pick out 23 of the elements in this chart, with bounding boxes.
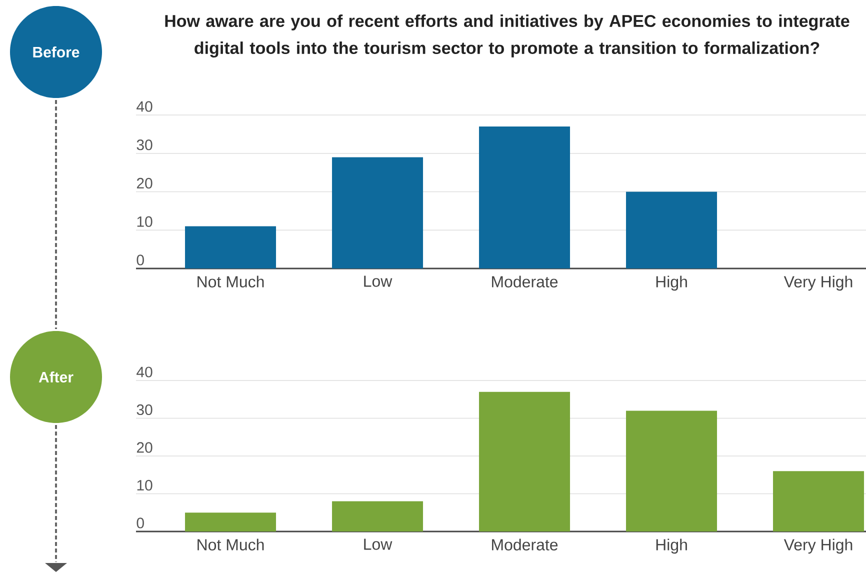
y-tick-label: 0 xyxy=(136,254,144,266)
text: Before xyxy=(33,46,80,58)
x-tick-label: Low xyxy=(364,538,392,550)
x-tick-label: Not Much xyxy=(198,276,264,288)
y-tick-label: 0 xyxy=(136,518,144,528)
y-tick-label: 30 xyxy=(136,140,152,150)
x-tick-label: Low xyxy=(364,276,392,287)
x-tick-label: High xyxy=(656,276,687,291)
x-tick-label: Very High xyxy=(784,276,852,291)
y-tick-label: 40 xyxy=(136,101,152,112)
y-tick-label: 10 xyxy=(137,480,152,491)
y-tick-label: 20 xyxy=(136,178,152,189)
y-tick-label: 40 xyxy=(136,366,152,378)
x-tick-label: Very High xyxy=(784,538,852,554)
x-tick-label: Moderate xyxy=(492,276,558,288)
chart-title: How aware are you of recent efforts and initiatives by APEC economies to integrate digital tools into the tourism sector to promote a transition to formalization? xyxy=(165,14,850,58)
x-tick-label: High xyxy=(656,538,687,554)
y-tick-label: 30 xyxy=(136,404,152,416)
y-tick-label: 10 xyxy=(137,216,152,227)
text: After xyxy=(38,372,74,383)
x-tick-label: Moderate xyxy=(492,538,558,550)
x-tick-label: Not Much xyxy=(198,538,264,550)
y-tick-label: 20 xyxy=(136,442,152,453)
